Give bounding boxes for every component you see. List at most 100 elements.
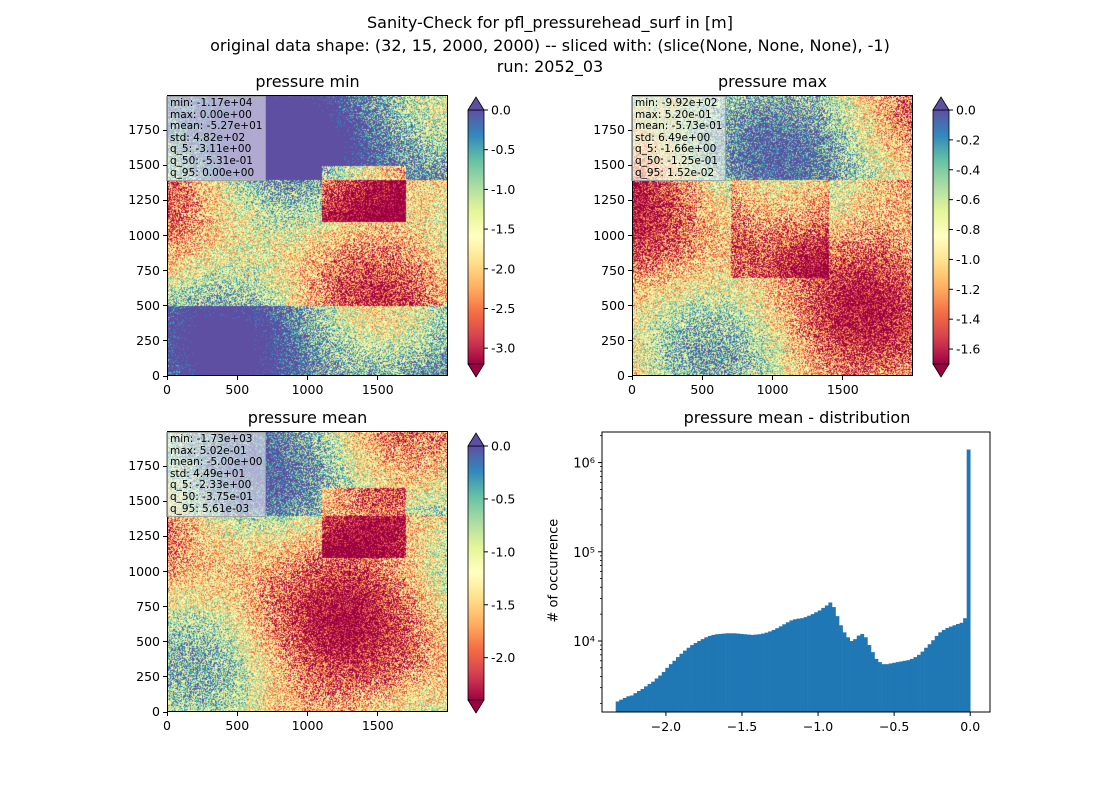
y-tick-label: 0 <box>152 704 160 719</box>
colorbar-tick-label: -0.6 <box>956 192 980 207</box>
colorbar-tick-label: -1.6 <box>956 342 980 357</box>
histogram-bar <box>821 607 826 712</box>
histogram-bar <box>729 633 733 712</box>
histogram-bar <box>920 651 925 712</box>
histogram-bar <box>899 661 904 712</box>
histogram-bar <box>757 634 762 712</box>
histogram-bar <box>881 664 886 712</box>
histogram-bar <box>697 640 702 712</box>
histogram-bar <box>938 632 943 712</box>
stat-line: mean: -5.27e+01 <box>170 120 263 133</box>
x-tick-mark <box>236 712 238 716</box>
histogram-bar <box>690 645 694 712</box>
x-tick-label: 1500 <box>361 382 394 397</box>
stat-line: q_5: -3.11e+00 <box>170 143 252 156</box>
histogram-bar <box>750 634 755 712</box>
colorbar-tick-label: -2.5 <box>491 301 515 316</box>
y-tick-label: 1000 <box>128 227 160 243</box>
y-tick-label: 750 <box>601 262 625 278</box>
histogram-bar <box>863 637 868 712</box>
histogram-bar <box>778 626 783 712</box>
y-tick-label: 500 <box>136 297 160 313</box>
y-tick-mark <box>163 340 167 342</box>
histogram-bar <box>913 657 918 712</box>
x-tick-label: −2.0 <box>651 719 681 734</box>
histogram-bar <box>927 644 932 712</box>
stat-line: q_50: -1.25e-01 <box>635 154 718 167</box>
stat-line: std: 6.49e+00 <box>635 131 711 144</box>
histogram-bar <box>700 639 705 712</box>
y-tick-mark <box>163 711 167 713</box>
histogram-bar <box>807 615 811 712</box>
histogram-bar <box>658 675 663 712</box>
colorbar-tick-label: -0.4 <box>956 162 980 177</box>
y-tick-mark <box>163 305 167 307</box>
y-tick-label: 250 <box>136 332 160 348</box>
histogram-distribution: −2.0 −1.5 −1.0 −0.5 0.0 10⁴ 10⁵ 10⁶ <box>573 431 991 734</box>
histogram-bar <box>885 664 889 712</box>
histogram-bar <box>636 691 641 712</box>
histogram-bar <box>746 634 751 712</box>
colorbar-tick-label: -0.8 <box>956 222 980 237</box>
x-tick-mark <box>236 376 238 380</box>
histogram-bar <box>725 633 730 712</box>
stat-line: q_50: -3.75e-01 <box>170 490 253 503</box>
x-tick-label: 1000 <box>756 382 789 397</box>
histogram-bar <box>934 635 939 712</box>
histogram-bar <box>842 632 847 712</box>
y-tick-label: 750 <box>136 598 160 614</box>
x-tick-label: 0.0 <box>960 719 980 734</box>
histogram-bar <box>853 639 858 712</box>
x-tick-mark <box>631 376 633 380</box>
colorbar-tick-label: 0.0 <box>956 103 976 118</box>
panel-title-pressure-min: pressure min <box>255 72 360 91</box>
colorbar-tick-label: -2.0 <box>491 261 515 276</box>
colorbar-pressure-max: 0.0 -0.2 -0.4 -0.6 -0.8 -1.0 -1.2 -1.4 -1.6 <box>932 96 980 378</box>
histogram-bar <box>856 635 861 712</box>
histogram-bar <box>693 642 698 712</box>
colorbar-extend-min <box>467 363 485 378</box>
stat-line: q_5: -2.33e+00 <box>170 479 252 492</box>
histogram-bar <box>952 625 957 712</box>
y-tick-label: 0 <box>152 368 160 383</box>
y-tick-label: 1000 <box>128 563 160 579</box>
y-tick-label: 10⁶ <box>573 457 595 472</box>
colorbar-extend-min <box>932 363 950 378</box>
y-tick-mark <box>628 375 632 377</box>
y-tick-mark <box>628 340 632 342</box>
histogram-bar <box>672 660 677 712</box>
stat-line: q_95: 1.52e-02 <box>635 166 715 179</box>
histogram-bar <box>909 658 914 712</box>
x-tick-mark <box>842 376 844 380</box>
stat-line: min: -1.73e+03 <box>170 433 253 445</box>
colorbar-extend-max <box>932 96 950 111</box>
y-tick-mark <box>628 164 632 166</box>
y-tick-label: 1750 <box>128 458 160 474</box>
histogram-bar <box>654 678 659 712</box>
stat-line: std: 4.49e+01 <box>170 467 246 480</box>
histogram-bar <box>626 696 631 712</box>
stat-line: mean: -5.00e+00 <box>170 456 263 469</box>
x-tick-label: −0.5 <box>879 719 909 734</box>
y-tick-mark <box>628 235 632 236</box>
histogram-bar <box>867 645 872 712</box>
histogram-bar <box>661 671 666 712</box>
figure-title-line1: Sanity-Check for pfl_pressurehead_surf i… <box>367 13 733 32</box>
colorbar-body <box>932 109 950 365</box>
stat-line: max: 5.02e-01 <box>170 444 247 457</box>
y-tick-label: 500 <box>136 633 160 649</box>
colorbar-body <box>467 109 485 365</box>
colorbar-tick-label: -1.5 <box>491 597 515 612</box>
histogram-bar <box>931 640 936 712</box>
y-tick-label: 1250 <box>128 528 160 544</box>
stat-line: min: -9.92e+02 <box>635 97 718 109</box>
colorbar-tick-label: -3.0 <box>491 341 515 356</box>
colorbar-tick-label: -1.0 <box>491 544 515 559</box>
histogram-bar <box>629 695 634 712</box>
stat-line: q_95: 0.00e+00 <box>170 166 255 179</box>
histogram-bar <box>753 634 758 712</box>
histogram-bar <box>941 629 946 712</box>
x-tick-mark <box>307 712 308 716</box>
histogram-bar <box>633 693 638 712</box>
y-tick-mark <box>628 199 632 201</box>
